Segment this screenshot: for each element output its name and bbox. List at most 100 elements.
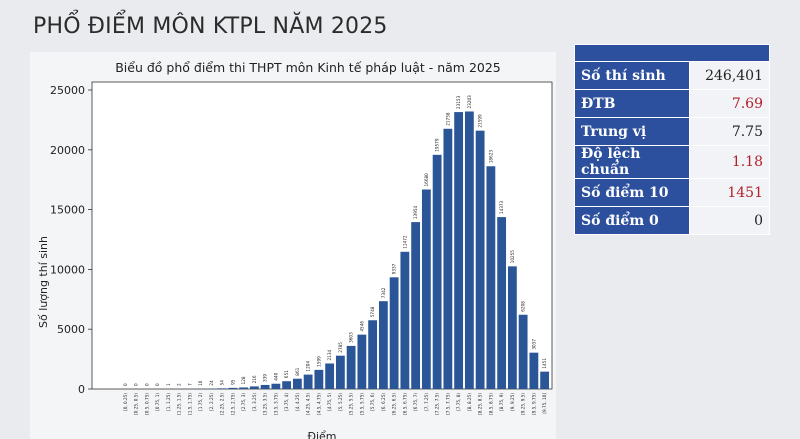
bar (228, 387, 238, 389)
bar-value-label: 95 (230, 379, 235, 385)
x-tick-label: [5.75, 6) (370, 393, 375, 411)
stats-value: 1.18 (689, 145, 770, 179)
x-tick-label: [7, 7.25) (424, 393, 429, 411)
x-tick-label: [6.25, 6.5) (392, 393, 397, 415)
bar (303, 374, 313, 389)
x-tick-label: [2.5, 2.75) (230, 393, 235, 415)
chart-title: Biểu đồ phổ điểm thi THPT môn Kinh tế ph… (115, 60, 501, 75)
x-tick-label: [1.75, 2) (198, 393, 203, 411)
bar (325, 363, 335, 389)
y-tick-label: 20000 (50, 144, 85, 157)
bar-value-label: 23203 (467, 95, 472, 109)
bar-value-label: 1 (166, 383, 171, 386)
stats-label: Số thí sinh (574, 61, 690, 90)
bar-value-label: 861 (295, 367, 300, 375)
bar-value-label: 1451 (542, 358, 547, 369)
bar (260, 384, 270, 389)
bar (432, 154, 442, 389)
bar-value-label: 19579 (435, 138, 440, 152)
x-tick-label: [7.75, 8) (456, 393, 461, 411)
stats-value: 7.69 (689, 89, 770, 118)
x-tick-label: [3, 3.25) (252, 393, 257, 411)
bar-value-label: 5748 (370, 306, 375, 317)
y-tick-label: 10000 (50, 263, 85, 276)
x-tick-label: [8.5, 8.75) (488, 393, 493, 415)
bar (335, 355, 345, 389)
stats-label: Số điểm 0 (574, 206, 690, 235)
bar-value-label: 11472 (402, 235, 407, 249)
bar (368, 320, 378, 389)
bar (389, 277, 399, 389)
bar (421, 189, 431, 389)
stats-label: Số điểm 10 (574, 178, 690, 207)
page-title: PHỔ ĐIỂM MÔN KTPL NĂM 2025 (33, 14, 388, 39)
bar (400, 251, 410, 389)
y-axis-label: Số lượng thí sinh (37, 236, 50, 328)
x-tick-label: [8.25, 8.5) (478, 393, 483, 415)
bar-value-label: 0 (123, 383, 128, 386)
stats-value: 1451 (689, 178, 770, 207)
bar (464, 111, 474, 389)
stats-row: Số điểm 10 1451 (574, 178, 770, 207)
statistics-table: Số thí sinh 246,401 ĐTB 7.69 Trung vị 7.… (574, 44, 770, 235)
bar (518, 314, 528, 389)
bar-value-label: 1204 (306, 361, 311, 372)
stats-row: Số thí sinh 246,401 (574, 61, 770, 90)
bar-value-label: 216 (252, 375, 257, 383)
value-labels: 0 0 0 0 1 2 7 10 24 54 95 128 216 339 440 651 861 1204 159… (123, 95, 547, 386)
x-tick-label: [3.25, 3.5) (263, 393, 268, 415)
bar (292, 378, 302, 389)
bar-value-label: 651 (284, 370, 289, 378)
x-tick-label: [1.5, 1.75) (187, 393, 192, 415)
bar-value-label: 0 (144, 383, 149, 386)
bar-value-label: 21758 (445, 112, 450, 126)
x-tick-label: [9.25, 9.5) (521, 393, 526, 415)
y-tick-label: 0 (78, 383, 85, 396)
bar-value-label: 54 (220, 380, 225, 386)
bar (249, 386, 259, 389)
stats-row: ĐTB 7.69 (574, 89, 770, 118)
bar-value-label: 1599 (316, 356, 321, 367)
chart-panel: Biểu đồ phổ điểm thi THPT môn Kinh tế ph… (30, 52, 556, 439)
bar-value-label: 14373 (499, 200, 504, 214)
y-tick-label: 25000 (50, 84, 85, 97)
bar-value-label: 7 (187, 383, 192, 386)
x-tick-label: [5, 5.25) (338, 393, 343, 411)
x-tick-label: [1, 1.25) (166, 393, 171, 411)
bar-value-label: 16680 (424, 173, 429, 187)
bar-value-label: 128 (241, 376, 246, 384)
x-tick-label: [3.75, 4) (284, 393, 289, 411)
stats-row: Độ lệch chuẩn 1.18 (574, 145, 770, 179)
bar (475, 130, 485, 389)
bar (497, 217, 507, 389)
x-axis-ticks: [0, 0.25) [0.25, 0.5) [0.5, 0.75) [0.75, 1)… (123, 393, 547, 415)
bar (282, 381, 292, 389)
x-tick-label: [9.75, 10] (542, 393, 547, 414)
bar-value-label: 2134 (327, 349, 332, 360)
y-axis-ticks: 0 5000 10000 15000 20000 25000 (50, 84, 92, 396)
x-tick-label: [6, 6.25) (381, 393, 386, 411)
x-tick-label: [2, 2.25) (209, 393, 214, 411)
x-tick-label: [7.5, 7.75) (445, 393, 450, 415)
x-axis-label: Điểm (307, 430, 336, 439)
x-tick-label: [1.25, 1.5) (177, 393, 182, 415)
bar-value-label: 21599 (478, 114, 483, 128)
bar-value-label: 0 (155, 383, 160, 386)
stats-value: 246,401 (689, 61, 770, 90)
bar (271, 383, 281, 389)
bar-value-label: 2785 (338, 342, 343, 353)
x-tick-label: [2.75, 3) (241, 393, 246, 411)
y-tick-label: 5000 (57, 323, 85, 336)
x-tick-label: [0.25, 0.5) (134, 393, 139, 415)
x-tick-label: [6.75, 7) (413, 393, 418, 411)
x-tick-label: [3.5, 3.75) (273, 393, 278, 415)
x-tick-label: [9, 9.25) (510, 393, 515, 411)
stats-header-row (574, 44, 770, 62)
bar-value-label: 24 (209, 380, 214, 386)
x-tick-label: [4.75, 5) (327, 393, 332, 411)
x-tick-label: [0.5, 0.75) (144, 393, 149, 415)
bar-value-label: 23153 (456, 95, 461, 109)
bar (507, 266, 517, 389)
x-tick-label: [0.75, 1) (155, 393, 160, 411)
stats-value: 7.75 (689, 117, 770, 146)
